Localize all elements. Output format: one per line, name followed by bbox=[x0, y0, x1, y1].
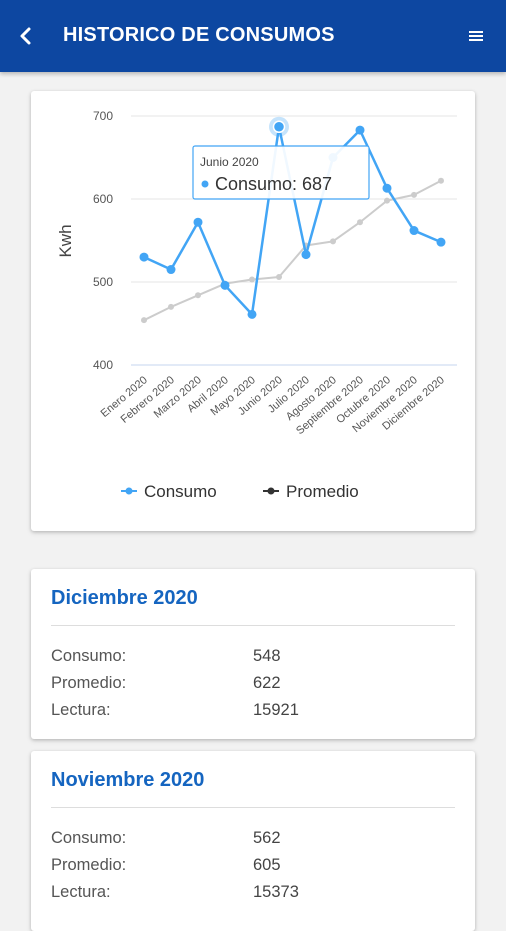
back-button[interactable] bbox=[8, 18, 44, 54]
data-point-consumo bbox=[355, 125, 365, 135]
row-promedio: Promedio: 605 bbox=[51, 856, 451, 880]
card-divider bbox=[51, 625, 455, 626]
hamburger-menu-icon bbox=[469, 31, 483, 41]
legend-label: Consumo bbox=[144, 482, 217, 501]
row-value: 562 bbox=[253, 829, 281, 847]
data-point-promedio bbox=[168, 303, 174, 310]
y-tick-label: 600 bbox=[93, 192, 113, 206]
page-title: HISTORICO DE CONSUMOS bbox=[63, 24, 335, 46]
row-consumo: Consumo: 562 bbox=[51, 829, 451, 853]
y-tick-label: 700 bbox=[93, 109, 113, 123]
row-label: Lectura: bbox=[51, 883, 111, 901]
row-label: Promedio: bbox=[51, 674, 127, 692]
row-lectura: Lectura: 15373 bbox=[51, 883, 451, 907]
row-label: Lectura: bbox=[51, 701, 111, 719]
data-point-consumo bbox=[382, 183, 392, 193]
menu-button[interactable] bbox=[462, 22, 490, 50]
series-line-promedio bbox=[143, 179, 442, 322]
data-point-promedio bbox=[411, 191, 417, 198]
data-point-promedio bbox=[357, 219, 363, 226]
data-point-consumo bbox=[139, 252, 149, 262]
legend-marker-dot bbox=[267, 487, 275, 495]
data-point-promedio bbox=[195, 292, 201, 299]
legend-label: Promedio bbox=[286, 482, 359, 501]
row-value: 15373 bbox=[253, 883, 299, 901]
row-label: Promedio: bbox=[51, 856, 127, 874]
data-point-consumo bbox=[409, 226, 419, 236]
card-title: Diciembre 2020 bbox=[51, 587, 198, 609]
tooltip-title: Junio 2020 bbox=[200, 155, 259, 169]
card-title: Noviembre 2020 bbox=[51, 769, 205, 791]
card-divider bbox=[51, 807, 455, 808]
data-point-promedio bbox=[141, 317, 147, 324]
data-point-consumo bbox=[220, 280, 230, 290]
highlight-point bbox=[272, 120, 286, 134]
row-lectura: Lectura: 15921 bbox=[51, 701, 451, 725]
row-value: 548 bbox=[253, 647, 281, 665]
data-point-promedio bbox=[249, 276, 255, 283]
data-point-promedio bbox=[384, 197, 390, 204]
row-consumo: Consumo: 548 bbox=[51, 647, 451, 671]
chevron-left-icon bbox=[20, 27, 31, 45]
data-point-promedio bbox=[330, 238, 336, 245]
tooltip-value: Consumo: 687 bbox=[215, 174, 332, 194]
y-tick-label: 400 bbox=[93, 358, 113, 372]
app-header: HISTORICO DE CONSUMOS bbox=[0, 0, 506, 72]
data-point-consumo bbox=[166, 265, 176, 275]
row-label: Consumo: bbox=[51, 647, 127, 665]
data-point-consumo bbox=[436, 237, 446, 247]
row-value: 605 bbox=[253, 856, 281, 874]
row-value: 15921 bbox=[253, 701, 299, 719]
tooltip-box bbox=[192, 145, 370, 200]
chart-card: 400 500 600 700 Kwh Enero 2020 Febrero 2020 Mar… bbox=[31, 91, 475, 531]
y-axis-label: Kwh bbox=[56, 224, 75, 257]
data-point-consumo bbox=[247, 309, 257, 319]
row-promedio: Promedio: 622 bbox=[51, 674, 451, 698]
row-label: Consumo: bbox=[51, 829, 127, 847]
data-point-consumo bbox=[301, 250, 311, 260]
month-card-noviembre: Noviembre 2020 Consumo: 562 Promedio: 60… bbox=[31, 751, 475, 931]
data-point-promedio bbox=[276, 274, 282, 281]
y-tick-label: 500 bbox=[93, 275, 113, 289]
data-point-promedio bbox=[438, 177, 444, 184]
legend-marker-dot bbox=[125, 487, 133, 495]
data-point-consumo bbox=[193, 217, 203, 227]
month-card-diciembre: Diciembre 2020 Consumo: 548 Promedio: 62… bbox=[31, 569, 475, 739]
row-value: 622 bbox=[253, 674, 281, 692]
tooltip-marker bbox=[201, 180, 209, 188]
